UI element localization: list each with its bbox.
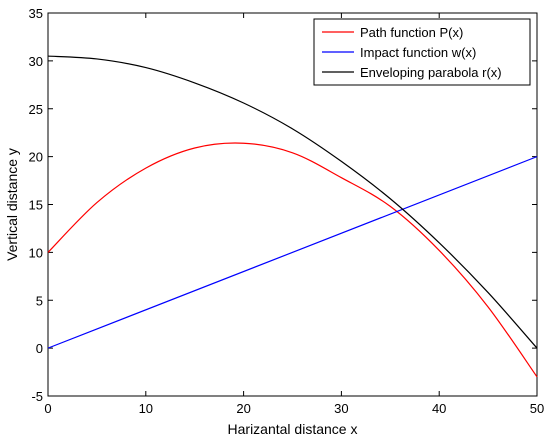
x-tick-label: 50 bbox=[530, 401, 544, 416]
x-tick-label: 0 bbox=[44, 401, 51, 416]
series-line-2 bbox=[47, 156, 538, 349]
series-line-1 bbox=[47, 142, 538, 378]
series-line-3 bbox=[47, 55, 538, 349]
y-tick-label: 35 bbox=[29, 6, 43, 21]
y-tick-label: 5 bbox=[36, 293, 43, 308]
y-tick-label: 20 bbox=[29, 150, 43, 165]
y-axis-label: Vertical distance y bbox=[4, 148, 20, 261]
y-tick-label: 25 bbox=[29, 102, 43, 117]
y-tick-label: 15 bbox=[29, 198, 43, 213]
y-tick-label: -5 bbox=[31, 389, 43, 404]
legend: Path function P(x) Impact function w(x) En… bbox=[313, 18, 531, 86]
x-tick-label: 10 bbox=[139, 401, 153, 416]
y-tick-label: 30 bbox=[29, 54, 43, 69]
y-tick-label: 0 bbox=[36, 341, 43, 356]
x-tick-label: 30 bbox=[334, 401, 348, 416]
x-axis-label: Harizantal distance x bbox=[228, 421, 358, 437]
x-tick-label: 20 bbox=[236, 401, 250, 416]
legend-label: Impact function w(x) bbox=[360, 45, 476, 60]
x-tick-label: 40 bbox=[432, 401, 446, 416]
legend-label: Path function P(x) bbox=[360, 25, 463, 40]
series-layer bbox=[47, 55, 538, 378]
legend-label: Enveloping parabola r(x) bbox=[360, 65, 502, 80]
y-tick-label: 10 bbox=[29, 245, 43, 260]
